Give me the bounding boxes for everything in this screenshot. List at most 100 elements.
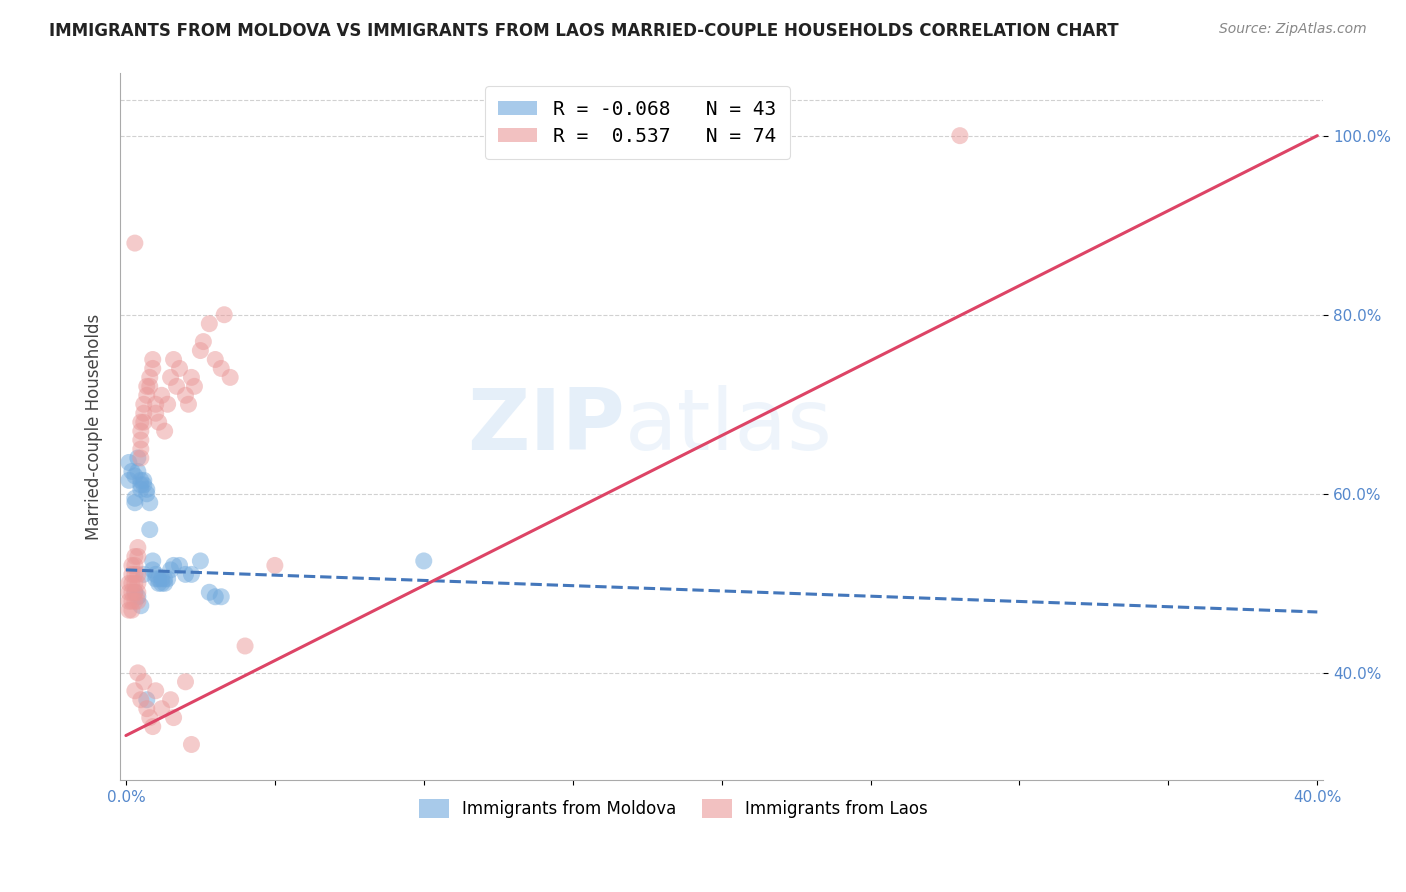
Point (190, 343, 212, 358)
Point (132, 415, 155, 429)
Point (124, 585, 146, 599)
Point (142, 720, 165, 734)
Point (129, 415, 152, 429)
Point (139, 370, 162, 384)
Point (139, 496, 162, 510)
Point (127, 464, 149, 478)
Point (145, 567, 167, 582)
Point (212, 308, 235, 322)
Point (190, 554, 212, 568)
Point (124, 567, 146, 582)
Point (153, 424, 176, 438)
Point (127, 576, 149, 591)
Point (124, 683, 146, 698)
Point (145, 397, 167, 411)
Point (949, 128, 972, 143)
Point (148, 415, 170, 429)
Point (124, 594, 146, 608)
Point (148, 572, 170, 586)
Point (124, 585, 146, 599)
Point (153, 572, 176, 586)
Legend: Immigrants from Moldova, Immigrants from Laos: Immigrants from Moldova, Immigrants from… (412, 792, 935, 825)
Point (156, 397, 179, 411)
Point (129, 478, 152, 492)
Point (129, 483, 152, 497)
Point (135, 483, 157, 497)
Point (183, 379, 205, 393)
Point (174, 388, 197, 402)
Point (142, 361, 165, 376)
Point (121, 567, 143, 582)
Point (159, 692, 181, 706)
Point (159, 370, 181, 384)
Point (127, 590, 149, 604)
Point (263, 558, 285, 573)
Point (169, 361, 191, 376)
Point (118, 594, 141, 608)
Point (150, 576, 173, 591)
Point (132, 406, 155, 420)
Point (121, 594, 143, 608)
Point (135, 692, 157, 706)
Point (127, 549, 149, 564)
Point (209, 590, 232, 604)
Point (124, 558, 146, 573)
Point (124, 549, 146, 564)
Point (124, 236, 146, 251)
Point (127, 450, 149, 465)
Point (124, 576, 146, 591)
Point (132, 674, 155, 689)
Point (127, 585, 149, 599)
Point (132, 474, 155, 488)
Point (135, 487, 157, 501)
Point (180, 738, 202, 752)
Point (129, 424, 152, 438)
Point (132, 567, 155, 582)
Point (132, 397, 155, 411)
Point (233, 639, 256, 653)
Point (135, 379, 157, 393)
Point (198, 317, 221, 331)
Point (121, 576, 143, 591)
Point (156, 572, 179, 586)
Point (127, 541, 149, 555)
Point (169, 558, 191, 573)
Point (198, 585, 221, 599)
Point (148, 576, 170, 591)
Point (124, 496, 146, 510)
Point (118, 603, 141, 617)
Point (162, 558, 184, 573)
Point (124, 491, 146, 506)
Point (150, 572, 173, 586)
Y-axis label: Married-couple Households: Married-couple Households (86, 313, 103, 540)
Point (121, 603, 143, 617)
Point (118, 576, 141, 591)
Point (162, 352, 184, 367)
Point (132, 478, 155, 492)
Point (177, 397, 200, 411)
Point (142, 563, 165, 577)
Point (124, 469, 146, 483)
Point (139, 523, 162, 537)
Point (153, 576, 176, 591)
Text: IMMIGRANTS FROM MOLDOVA VS IMMIGRANTS FROM LAOS MARRIED-COUPLE HOUSEHOLDS CORREL: IMMIGRANTS FROM MOLDOVA VS IMMIGRANTS FR… (49, 22, 1119, 40)
Point (159, 563, 181, 577)
Point (127, 567, 149, 582)
Point (118, 455, 141, 469)
Point (204, 352, 226, 367)
Point (121, 585, 143, 599)
Point (174, 674, 197, 689)
Text: atlas: atlas (626, 385, 834, 468)
Point (127, 594, 149, 608)
Point (145, 683, 167, 698)
Text: ZIP: ZIP (468, 385, 626, 468)
Point (162, 711, 184, 725)
Point (174, 567, 197, 582)
Point (139, 379, 162, 393)
Point (121, 464, 143, 478)
Point (129, 450, 152, 465)
Point (180, 370, 202, 384)
Point (142, 554, 165, 568)
Point (135, 701, 157, 715)
Point (150, 701, 173, 715)
